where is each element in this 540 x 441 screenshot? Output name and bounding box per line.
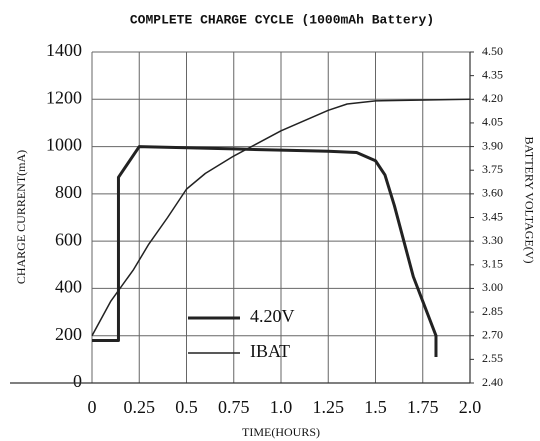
y2-tick-label: 3.45 [482,209,503,223]
y2-tick-label: 4.20 [482,91,503,105]
series-line [92,145,438,357]
x-tick-label: 0 [88,397,97,417]
x-axis-label: TIME(HOURS) [242,425,320,439]
y2-tick-label: 2.85 [482,304,503,318]
x-tick-label: 0.25 [124,397,156,417]
y2-tick-label: 3.00 [482,280,503,294]
y2-tick-label: 3.15 [482,257,503,271]
x-tick-label: 2.0 [459,397,482,417]
x-tick-label: 1.0 [270,397,293,417]
y-tick-label: 1400 [46,40,82,60]
y-tick-label: 600 [55,229,82,249]
y-tick-label: 200 [55,324,82,344]
y2-tick-label: 3.30 [482,233,503,247]
series-line [91,98,471,337]
x-tick-label: 1.25 [313,397,345,417]
x-tick-label: 1.5 [364,397,387,417]
y2-axis-label: BATTERY VOLTAGE(V) [522,137,536,264]
y-tick-label: 400 [55,277,82,297]
x-tick-label: 0.75 [218,397,250,417]
y2-tick-label: 2.55 [482,351,503,365]
y-tick-label: 0 [73,371,82,391]
legend-label: 4.20V [250,306,295,326]
y2-tick-label: 2.40 [482,375,503,389]
y2-tick-label: 3.60 [482,186,503,200]
y2-tick-label: 4.35 [482,67,503,81]
y2-tick-label: 4.50 [482,44,503,58]
y-axis-label: CHARGE CURRENT(mA) [14,150,28,284]
y2-tick-label: 2.70 [482,327,503,341]
x-tick-label: 1.75 [407,397,439,417]
y2-tick-label: 3.90 [482,138,503,152]
y2-tick-label: 3.75 [482,162,503,176]
y-tick-label: 800 [55,182,82,202]
y-tick-label: 1200 [46,87,82,107]
chart-title: COMPLETE CHARGE CYCLE (1000mAh Battery) [130,12,434,27]
y2-tick-label: 4.05 [482,115,503,129]
legend-label: IBAT [250,341,290,361]
y-tick-label: 1000 [46,135,82,155]
x-tick-label: 0.5 [175,397,198,417]
